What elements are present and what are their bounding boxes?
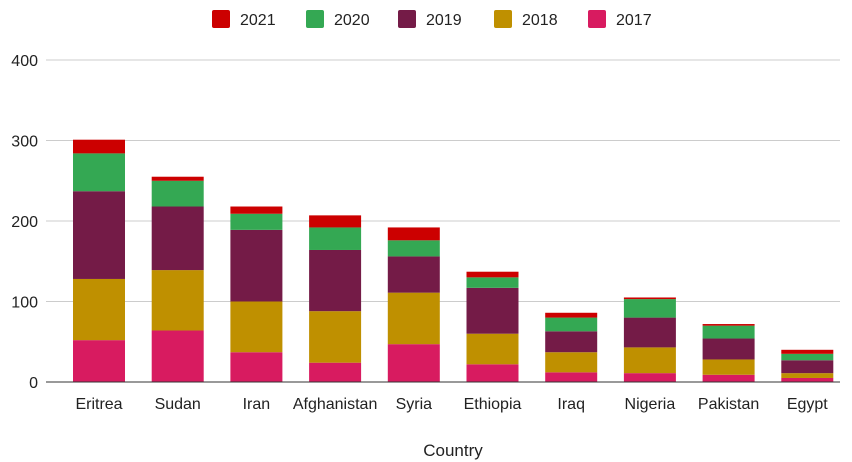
- y-tick-label: 400: [11, 53, 38, 70]
- legend-swatch: [306, 10, 324, 28]
- x-tick-label: Iraq: [557, 396, 585, 413]
- bar-segment-pakistan-2018: [702, 359, 755, 375]
- bar-segment-afghanistan-2017: [309, 362, 362, 382]
- bar-segment-iraq-2021: [545, 312, 598, 318]
- bar-segment-pakistan-2020: [702, 325, 755, 339]
- legend-swatch: [588, 10, 606, 28]
- bar-segment-egypt-2021: [781, 349, 834, 354]
- x-tick-label: Ethiopia: [464, 396, 522, 413]
- bar-segment-iran-2019: [230, 229, 283, 302]
- y-tick-label: 200: [11, 214, 38, 231]
- bar-segment-afghanistan-2021: [309, 215, 362, 228]
- x-tick-label: Egypt: [787, 396, 828, 413]
- bar-segment-afghanistan-2020: [309, 227, 362, 250]
- bar-segment-afghanistan-2018: [309, 311, 362, 363]
- bar-segment-iraq-2020: [545, 317, 598, 332]
- bar-segment-ethiopia-2019: [466, 287, 519, 334]
- bar-segment-nigeria-2017: [623, 373, 676, 382]
- y-tick-label: 300: [11, 134, 38, 151]
- legend-label: 2018: [522, 12, 558, 29]
- y-axis-ticks: 0 100 200 300 400: [11, 53, 38, 392]
- y-tick-label: 0: [29, 375, 38, 392]
- x-axis-ticks: Eritrea Sudan Iran Afghanistan Syria Ethiopia…: [75, 396, 828, 413]
- bar-segment-nigeria-2021: [623, 297, 676, 300]
- legend-label: 2020: [334, 12, 370, 29]
- legend-item-2018: 2018: [494, 10, 558, 29]
- x-tick-label: Syria: [396, 396, 433, 413]
- bar-segment-syria-2021: [387, 227, 440, 241]
- bar-segment-egypt-2018: [781, 373, 834, 378]
- legend-swatch: [494, 10, 512, 28]
- bar-segment-ethiopia-2020: [466, 277, 519, 288]
- bar-segment-nigeria-2018: [623, 347, 676, 374]
- bar-segment-iran-2021: [230, 206, 283, 214]
- bar-segment-sudan-2019: [151, 206, 204, 271]
- bar-segment-egypt-2017: [781, 377, 834, 382]
- bar-segment-pakistan-2019: [702, 338, 755, 360]
- bar-segment-nigeria-2019: [623, 317, 676, 348]
- x-tick-label: Sudan: [155, 396, 201, 413]
- legend-label: 2019: [426, 12, 462, 29]
- bar-segment-eritrea-2021: [73, 139, 125, 154]
- bar-segment-ethiopia-2021: [466, 271, 519, 278]
- bar-segment-sudan-2021: [151, 176, 204, 181]
- bar-segment-pakistan-2017: [702, 374, 755, 382]
- bar-segment-eritrea-2020: [73, 153, 125, 192]
- x-tick-label: Pakistan: [698, 396, 759, 413]
- bar-segment-egypt-2020: [781, 353, 834, 361]
- bar-segment-iraq-2018: [545, 352, 598, 373]
- legend-swatch: [398, 10, 416, 28]
- x-tick-label: Eritrea: [75, 396, 122, 413]
- y-tick-label: 100: [11, 295, 38, 312]
- bar-segment-iraq-2019: [545, 331, 598, 353]
- bar-segment-egypt-2019: [781, 360, 834, 374]
- bar-segment-afghanistan-2019: [309, 249, 362, 312]
- bar-segment-syria-2017: [387, 344, 440, 382]
- bar-segment-syria-2018: [387, 292, 440, 345]
- bar-segment-sudan-2018: [151, 270, 204, 331]
- bar-segment-pakistan-2021: [702, 324, 755, 326]
- bar-segment-sudan-2020: [151, 180, 204, 207]
- bar-segment-ethiopia-2018: [466, 333, 519, 365]
- bar-segment-eritrea-2017: [73, 340, 125, 382]
- x-tick-label: Afghanistan: [293, 396, 378, 413]
- legend-item-2017: 2017: [588, 10, 652, 29]
- bar-segment-eritrea-2018: [73, 278, 125, 341]
- legend-label: 2021: [240, 12, 276, 29]
- x-axis-title: Country: [423, 441, 483, 460]
- bar-segment-sudan-2017: [151, 330, 204, 382]
- bar-segment-syria-2020: [387, 240, 440, 257]
- legend-label: 2017: [616, 12, 652, 29]
- bar-segment-syria-2019: [387, 256, 440, 293]
- bar-segment-ethiopia-2017: [466, 364, 519, 382]
- bar-segment-iran-2018: [230, 301, 283, 353]
- legend-swatch: [212, 10, 230, 28]
- legend-item-2020: 2020: [306, 10, 370, 29]
- x-tick-label: Nigeria: [625, 396, 676, 413]
- x-tick-label: Iran: [243, 396, 271, 413]
- bar-segment-iraq-2017: [545, 372, 598, 382]
- legend-item-2021: 2021: [212, 10, 276, 29]
- bar-segment-eritrea-2019: [73, 191, 125, 279]
- bar-segment-iran-2017: [230, 352, 283, 382]
- legend-item-2019: 2019: [398, 10, 462, 29]
- legend: 2021 2020 2019 2018 2017: [212, 10, 652, 29]
- bar-segment-nigeria-2020: [623, 299, 676, 318]
- bar-segment-iran-2020: [230, 213, 283, 230]
- bars: [73, 139, 834, 382]
